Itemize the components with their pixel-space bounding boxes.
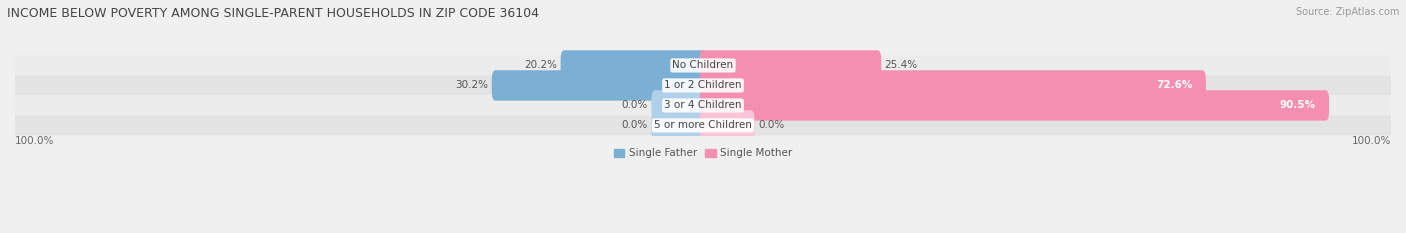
Text: 25.4%: 25.4% (884, 61, 918, 70)
Text: No Children: No Children (672, 61, 734, 70)
Text: 0.0%: 0.0% (621, 100, 648, 110)
Text: 5 or more Children: 5 or more Children (654, 120, 752, 130)
Text: 100.0%: 100.0% (1351, 136, 1391, 146)
Text: 20.2%: 20.2% (524, 61, 557, 70)
FancyBboxPatch shape (492, 70, 706, 101)
FancyBboxPatch shape (15, 115, 1391, 135)
Text: 1 or 2 Children: 1 or 2 Children (664, 80, 742, 90)
FancyBboxPatch shape (700, 70, 1206, 101)
FancyBboxPatch shape (15, 96, 1391, 115)
Text: 72.6%: 72.6% (1156, 80, 1192, 90)
FancyBboxPatch shape (651, 110, 706, 140)
FancyBboxPatch shape (15, 75, 1391, 96)
Text: 0.0%: 0.0% (758, 120, 785, 130)
FancyBboxPatch shape (651, 90, 706, 121)
FancyBboxPatch shape (561, 50, 706, 81)
FancyBboxPatch shape (700, 90, 1329, 121)
Text: 3 or 4 Children: 3 or 4 Children (664, 100, 742, 110)
FancyBboxPatch shape (15, 55, 1391, 75)
FancyBboxPatch shape (700, 50, 882, 81)
Text: Source: ZipAtlas.com: Source: ZipAtlas.com (1295, 7, 1399, 17)
FancyBboxPatch shape (700, 110, 755, 140)
Legend: Single Father, Single Mother: Single Father, Single Mother (610, 144, 796, 162)
Text: 100.0%: 100.0% (15, 136, 55, 146)
Text: INCOME BELOW POVERTY AMONG SINGLE-PARENT HOUSEHOLDS IN ZIP CODE 36104: INCOME BELOW POVERTY AMONG SINGLE-PARENT… (7, 7, 538, 20)
Text: 0.0%: 0.0% (621, 120, 648, 130)
Text: 90.5%: 90.5% (1279, 100, 1316, 110)
Text: 30.2%: 30.2% (456, 80, 488, 90)
